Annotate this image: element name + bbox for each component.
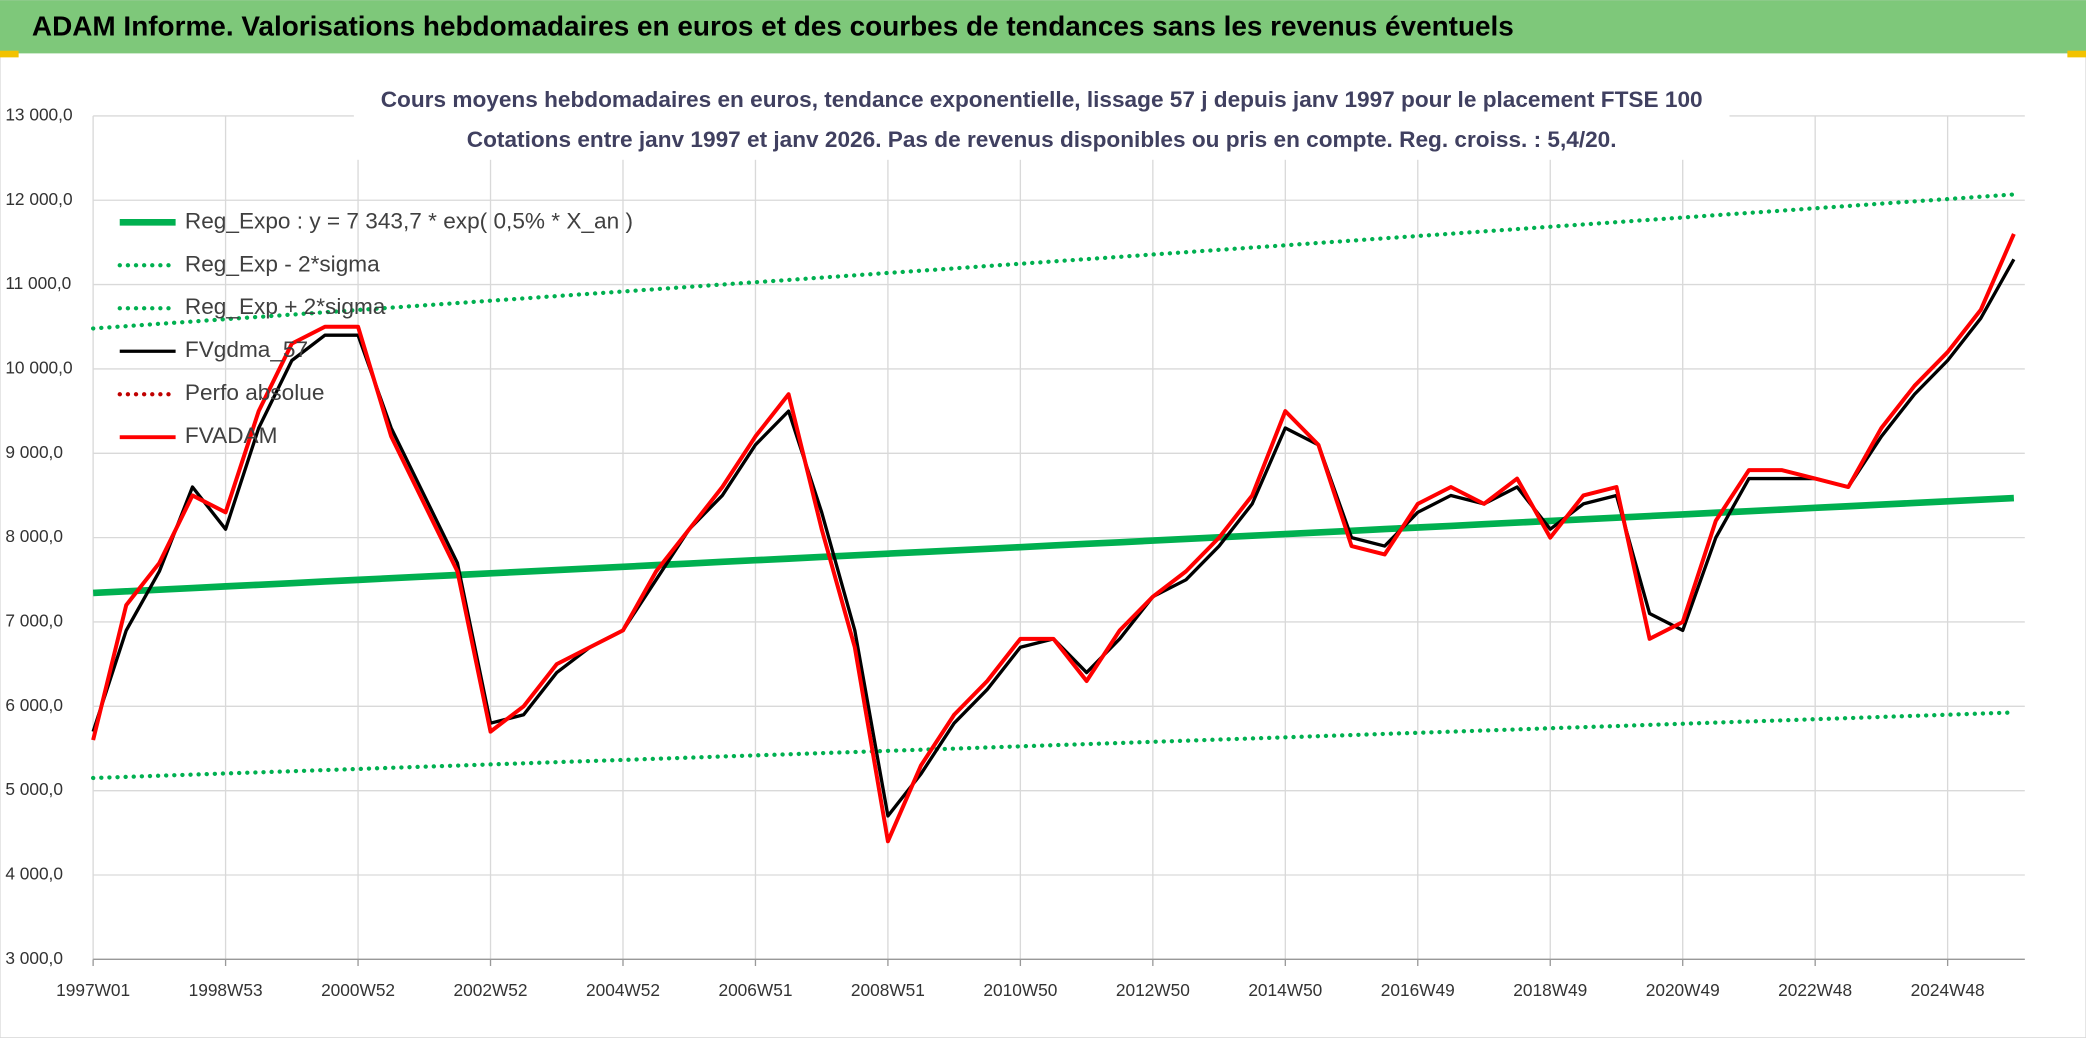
- legend-label: Reg_Exp + 2*sigma: [185, 294, 386, 319]
- x-tick-label: 2002W52: [454, 980, 528, 1000]
- y-tick-label: 12 000,0: [5, 189, 72, 209]
- chart-title: Cours moyens hebdomadaires en euros, ten…: [381, 87, 1703, 112]
- y-tick-label: 4 000,0: [5, 864, 63, 884]
- y-tick-label: 6 000,0: [5, 695, 63, 715]
- x-tick-label: 2000W52: [321, 980, 395, 1000]
- x-tick-label: 2022W48: [1778, 980, 1852, 1000]
- y-tick-label: 11 000,0: [5, 273, 71, 293]
- legend-label: FVADAM: [185, 423, 278, 448]
- legend-label: FVgdma_57: [185, 337, 308, 362]
- x-tick-label: 1998W53: [189, 980, 263, 1000]
- plot: 1997W01 1998W53 2000W52 2002W52 2004W52 2006W…: [5, 104, 2025, 1000]
- y-tick-label: 7 000,0: [5, 611, 63, 631]
- legend-label: Perfo absolue: [185, 380, 325, 405]
- legend-label: Reg_Expo : y = 7 343,7 * exp( 0,5% * X_a…: [185, 208, 633, 233]
- x-tick-label: 1997W01: [56, 980, 130, 1000]
- x-tick-label: 2020W49: [1646, 980, 1720, 1000]
- y-tick-label: 8 000,0: [5, 526, 63, 546]
- series-line: [92, 494, 2015, 597]
- x-tick-label: 2006W51: [718, 980, 792, 1000]
- x-tick-label: 2010W50: [983, 980, 1057, 1000]
- title-backdrop: [353, 82, 1730, 160]
- y-tick-label: 9 000,0: [5, 442, 63, 462]
- x-tick-label: 2014W50: [1248, 980, 1322, 1000]
- series-line: [91, 233, 2016, 844]
- x-tick-label: 2016W49: [1381, 980, 1455, 1000]
- header-title: ADAM Informe. Valorisations hebdomadaire…: [32, 10, 1514, 41]
- legend-label: Reg_Exp - 2*sigma: [185, 251, 380, 276]
- corner: [2067, 50, 2086, 58]
- header-bar: [0, 0, 2086, 54]
- chart-subtitle: Cotations entre janv 1997 et janv 2026. …: [467, 127, 1617, 152]
- y-tick-label: 3 000,0: [5, 948, 63, 968]
- y-tick-label: 13 000,0: [5, 104, 72, 124]
- x-tick-label: 2004W52: [586, 980, 660, 1000]
- y-tick-label: 5 000,0: [5, 779, 63, 799]
- y-tick-label: 10 000,0: [5, 357, 72, 377]
- x-tick-label: 2012W50: [1116, 980, 1190, 1000]
- corner: [0, 50, 19, 58]
- x-tick-label: 2018W49: [1513, 980, 1587, 1000]
- x-tick-label: 2008W51: [851, 980, 925, 1000]
- x-tick-label: 2024W48: [1911, 980, 1985, 1000]
